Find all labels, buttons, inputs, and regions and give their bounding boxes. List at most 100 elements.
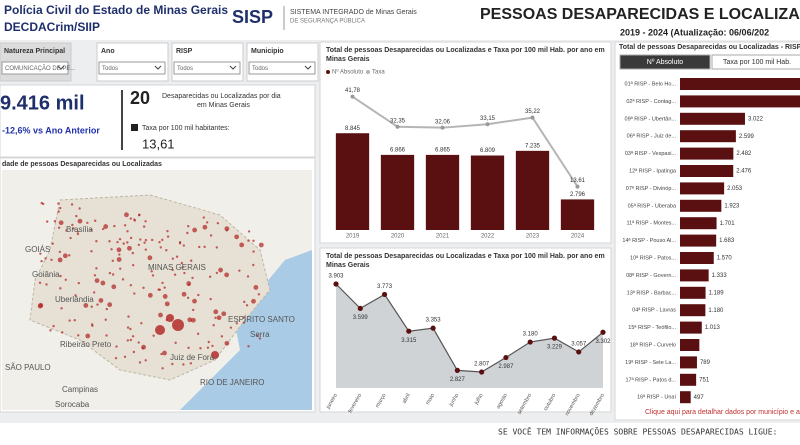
logo: SISP <box>232 7 273 27</box>
bar <box>680 165 734 177</box>
map-dot <box>216 222 220 225</box>
map-dot <box>225 229 229 232</box>
map-dot <box>127 315 130 318</box>
map-dot <box>94 219 97 222</box>
map-dot <box>52 324 55 328</box>
map-dot <box>161 367 164 370</box>
map-dot <box>171 362 174 366</box>
filter-dropdown[interactable] <box>248 61 316 75</box>
bar-label: 2.476 <box>736 169 752 175</box>
map-dot <box>245 304 249 307</box>
map-dot <box>199 347 202 350</box>
map-dot <box>100 280 106 286</box>
map-dot <box>85 333 91 339</box>
point-label: 3.353 <box>426 318 442 324</box>
map-dot <box>105 334 108 337</box>
map-dot <box>133 292 136 295</box>
y-tick-label: 15ª RISP - Teófilo... <box>628 324 676 331</box>
map-dot <box>163 286 166 289</box>
checkbox[interactable] <box>131 124 138 131</box>
map-dot <box>252 250 255 253</box>
map-dot <box>61 331 64 334</box>
bar-label: 1.013 <box>705 325 721 331</box>
map-dot <box>76 230 79 233</box>
map-dot <box>186 296 190 300</box>
map-dot <box>44 257 47 260</box>
bar-label: 2.053 <box>727 186 743 192</box>
map-dot <box>110 248 113 251</box>
map-dot <box>208 275 212 278</box>
rate-point <box>530 115 535 120</box>
map-dot <box>113 224 116 228</box>
bar <box>680 391 691 404</box>
bar <box>680 286 706 299</box>
map-dot <box>256 334 259 337</box>
dropdown-arrow <box>304 65 312 70</box>
filter-dropdown[interactable] <box>1 61 69 75</box>
rate-label: 13,61 <box>570 178 586 184</box>
point-label: 3.315 <box>401 338 417 344</box>
map-dot <box>253 285 259 290</box>
logo-line: SISTEMA INTEGRADO de Minas Gerais <box>290 9 417 16</box>
map-dot <box>143 241 146 244</box>
point <box>527 339 533 345</box>
bar-label: 1.923 <box>724 203 740 209</box>
map-dot <box>90 305 93 308</box>
map-dot <box>144 359 147 362</box>
map-dot <box>187 225 190 228</box>
map-dot <box>182 244 186 247</box>
map-label: Uberlândia <box>55 295 94 304</box>
y-tick-label: 04ª RISP - Lavras <box>632 307 676 314</box>
bar-label: 1.333 <box>712 273 728 279</box>
map-dot <box>189 259 193 262</box>
dropdown-arrow <box>57 65 65 70</box>
map-dot <box>164 301 170 307</box>
rate-point <box>485 122 490 127</box>
point-label: 2.807 <box>474 362 490 368</box>
map-label: Brasília <box>66 225 93 234</box>
map-dot <box>108 240 111 243</box>
map-dot <box>127 245 132 251</box>
map-dot <box>140 322 143 325</box>
map-dot <box>103 224 109 229</box>
bar <box>680 356 697 369</box>
rate-point <box>395 124 400 129</box>
y-tick-label: 11ª RISP - Montes... <box>626 220 676 227</box>
x-tick-label: julho <box>473 393 485 407</box>
map-dot <box>57 202 60 205</box>
map-dot <box>139 238 142 241</box>
page-subtitle: 2019 - 2024 (Atualização: 06/06/202 <box>620 27 769 37</box>
map-dot <box>171 268 174 272</box>
bar-label: 6.865 <box>435 147 451 153</box>
filter-dropdown[interactable] <box>98 61 166 75</box>
bar-label: 7.235 <box>525 143 541 149</box>
page-title: PESSOAS DESAPARECIDAS E LOCALIZADA <box>480 6 800 23</box>
tab[interactable] <box>619 54 711 70</box>
map-dot <box>132 350 136 354</box>
map-dot <box>166 235 170 238</box>
map-dot <box>53 220 57 223</box>
map-dot <box>77 218 83 224</box>
filter-label: Natureza Principal <box>4 48 65 55</box>
bar-label: 6.809 <box>480 148 496 154</box>
map-dot <box>108 271 112 275</box>
org-name: Polícia Civil do Estado de Minas Gerais <box>4 3 228 17</box>
map-dot <box>180 261 184 265</box>
map-dot <box>224 226 230 232</box>
filter-dropdown[interactable] <box>173 61 241 75</box>
map-dot <box>111 284 117 290</box>
bar <box>335 133 370 230</box>
map-dot <box>38 302 44 308</box>
map-dot <box>205 221 209 224</box>
bar <box>680 373 697 386</box>
logo-line: DE SEGURANÇA PÚBLICA <box>290 18 365 25</box>
tab[interactable] <box>711 54 800 70</box>
chart-title: Total de pessoas Desaparecidas ou Locali… <box>619 44 800 51</box>
bar <box>680 130 736 143</box>
map-dot <box>129 284 133 287</box>
map-dot <box>187 317 193 323</box>
detail-link[interactable]: Clique aqui para detalhar dados por muni… <box>645 409 800 416</box>
map-dot <box>172 319 184 331</box>
map-dot <box>252 263 255 267</box>
map-label: Goiânia <box>32 270 60 279</box>
